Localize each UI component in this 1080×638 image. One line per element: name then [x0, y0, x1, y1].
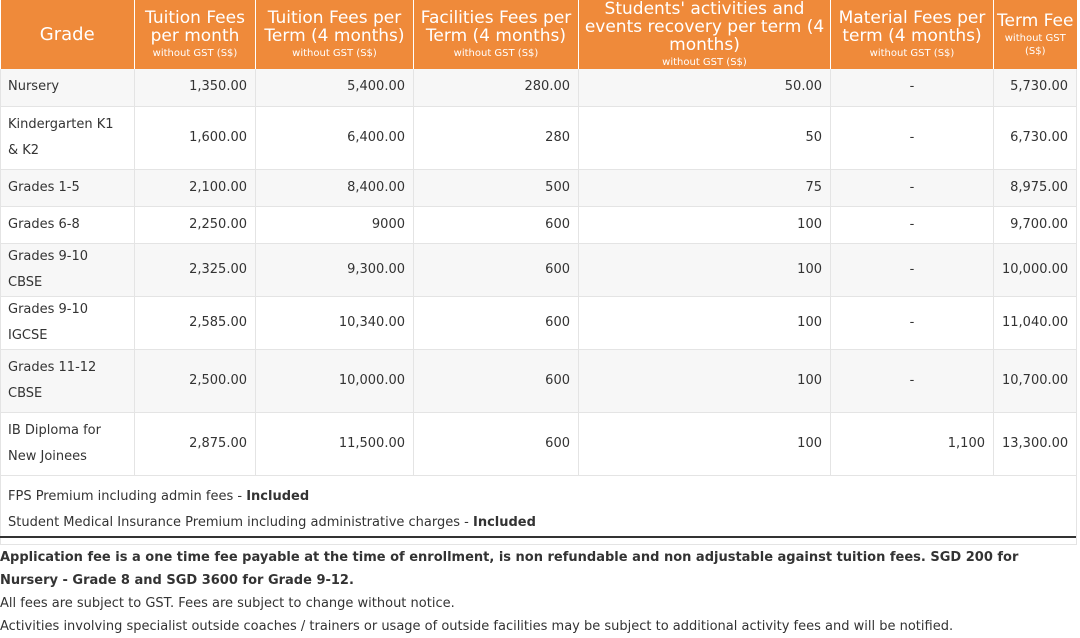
activities-cell: 100 [578, 412, 831, 476]
facilities-cell: 600 [413, 296, 579, 350]
term-tuition-cell: 9,300.00 [255, 243, 414, 297]
material-cell: - [830, 349, 994, 413]
monthly-cell: 1,350.00 [134, 69, 256, 107]
header-material: Material Fees per term (4 months) withou… [830, 0, 994, 69]
material-cell: 1,100 [830, 412, 994, 476]
monthly-cell: 2,100.00 [134, 169, 256, 207]
table-row: Grades 11-12 CBSE 2,500.00 10,000.00 600… [0, 349, 1077, 413]
monthly-cell: 2,875.00 [134, 412, 256, 476]
monthly-cell: 2,250.00 [134, 206, 256, 244]
activities-cell: 50 [578, 106, 831, 170]
grade-cell: Kindergarten K1 & K2 [0, 106, 135, 170]
grade-cell: Grades 1-5 [0, 169, 135, 207]
table-row: Grades 9-10 CBSE 2,325.00 9,300.00 600 1… [0, 243, 1077, 297]
term-tuition-cell: 11,500.00 [255, 412, 414, 476]
activities-note: Activities involving specialist outside … [0, 619, 954, 634]
term-tuition-cell: 6,400.00 [255, 106, 414, 170]
term-tuition-cell: 5,400.00 [255, 69, 414, 107]
monthly-cell: 2,325.00 [134, 243, 256, 297]
term-fee-cell: 6,730.00 [993, 106, 1077, 170]
activities-cell: 75 [578, 169, 831, 207]
notes-row: FPS Premium including admin fees - Inclu… [0, 475, 1077, 545]
section-divider [0, 536, 1076, 538]
table-row: Grades 1-5 2,100.00 8,400.00 500 75 - 8,… [0, 169, 1077, 207]
table-row: Nursery 1,350.00 5,400.00 280.00 50.00 -… [0, 69, 1077, 107]
table-row: Grades 9-10 IGCSE 2,585.00 10,340.00 600… [0, 296, 1077, 350]
term-fee-cell: 10,000.00 [993, 243, 1077, 297]
included-label: Included [246, 488, 310, 504]
included-label: Included [472, 514, 536, 530]
header-grade: Grade [0, 0, 135, 69]
grade-cell: IB Diploma for New Joinees [0, 412, 135, 476]
header-term-fee: Term Fee without GST (S$) [993, 0, 1077, 69]
activities-cell: 100 [578, 349, 831, 413]
facilities-cell: 280.00 [413, 69, 579, 107]
fps-premium-note: FPS Premium including admin fees - Inclu… [8, 488, 310, 504]
activities-cell: 50.00 [578, 69, 831, 107]
application-fee-note: Application fee is a one time fee payabl… [0, 550, 1019, 588]
header-activities: Students' activities and events recovery… [578, 0, 831, 69]
monthly-cell: 2,500.00 [134, 349, 256, 413]
table-row: Kindergarten K1 & K2 1,600.00 6,400.00 2… [0, 106, 1077, 170]
activities-cell: 100 [578, 243, 831, 297]
term-tuition-cell: 10,340.00 [255, 296, 414, 350]
fee-notes-footer: Application fee is a one time fee payabl… [0, 546, 1070, 638]
gst-note: All fees are subject to GST. Fees are su… [0, 596, 455, 611]
facilities-cell: 500 [413, 169, 579, 207]
grade-cell: Grades 6-8 [0, 206, 135, 244]
grade-cell: Grades 9-10 CBSE [0, 243, 135, 297]
header-tuition-monthly: Tuition Fees per month without GST (S$) [134, 0, 256, 69]
material-cell: - [830, 169, 994, 207]
grade-cell: Grades 11-12 CBSE [0, 349, 135, 413]
material-cell: - [830, 206, 994, 244]
medical-insurance-note: Student Medical Insurance Premium includ… [8, 514, 536, 530]
facilities-cell: 600 [413, 206, 579, 244]
material-cell: - [830, 106, 994, 170]
term-fee-cell: 10,700.00 [993, 349, 1077, 413]
term-fee-cell: 8,975.00 [993, 169, 1077, 207]
term-fee-cell: 11,040.00 [993, 296, 1077, 350]
activities-cell: 100 [578, 206, 831, 244]
table-row: IB Diploma for New Joinees 2,875.00 11,5… [0, 412, 1077, 476]
fee-table: Grade Tuition Fees per month without GST… [0, 0, 1077, 545]
monthly-cell: 2,585.00 [134, 296, 256, 350]
grade-cell: Grades 9-10 IGCSE [0, 296, 135, 350]
facilities-cell: 600 [413, 349, 579, 413]
monthly-cell: 1,600.00 [134, 106, 256, 170]
term-fee-cell: 9,700.00 [993, 206, 1077, 244]
material-cell: - [830, 296, 994, 350]
facilities-cell: 600 [413, 243, 579, 297]
term-fee-cell: 5,730.00 [993, 69, 1077, 107]
facilities-cell: 600 [413, 412, 579, 476]
term-tuition-cell: 8,400.00 [255, 169, 414, 207]
term-tuition-cell: 10,000.00 [255, 349, 414, 413]
grade-cell: Nursery [0, 69, 135, 107]
header-tuition-term: Tuition Fees per Term (4 months) without… [255, 0, 414, 69]
facilities-cell: 280 [413, 106, 579, 170]
term-tuition-cell: 9000 [255, 206, 414, 244]
notes-cell: FPS Premium including admin fees - Inclu… [0, 475, 1077, 545]
header-facilities: Facilities Fees per Term (4 months) with… [413, 0, 579, 69]
table-row: Grades 6-8 2,250.00 9000 600 100 - 9,700… [0, 206, 1077, 244]
term-fee-cell: 13,300.00 [993, 412, 1077, 476]
material-cell: - [830, 243, 994, 297]
activities-cell: 100 [578, 296, 831, 350]
material-cell: - [830, 69, 994, 107]
table-header-row: Grade Tuition Fees per month without GST… [0, 0, 1077, 69]
